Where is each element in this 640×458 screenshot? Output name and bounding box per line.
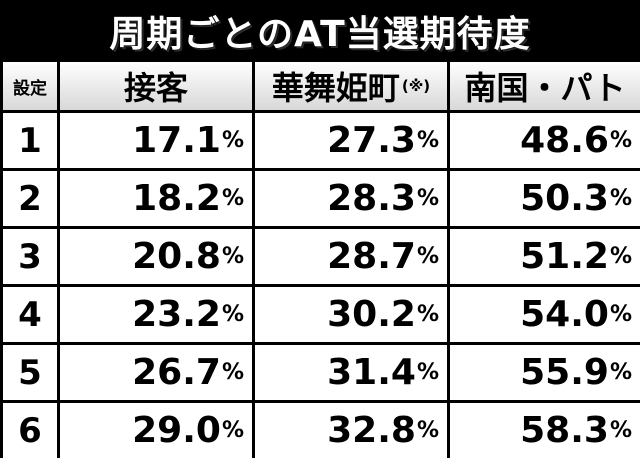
rate-cell: 26.7% bbox=[60, 345, 252, 400]
rate-unit: % bbox=[416, 186, 439, 211]
rate-cell: 30.2% bbox=[255, 287, 447, 342]
rate-cell: 58.3% bbox=[450, 403, 640, 458]
column-header: 南国・パト bbox=[450, 62, 640, 110]
setting-cell: 5 bbox=[3, 345, 57, 400]
rate-number: 54.0 bbox=[520, 294, 609, 335]
rate-cell: 17.1% bbox=[60, 113, 252, 168]
rate-unit: % bbox=[416, 418, 439, 443]
rate-cell: 48.6% bbox=[450, 113, 640, 168]
rate-unit: % bbox=[609, 302, 632, 327]
rate-unit: % bbox=[609, 186, 632, 211]
rate-number: 48.6 bbox=[520, 120, 609, 161]
rate-number: 28.3 bbox=[327, 178, 416, 219]
rate-cell: 55.9% bbox=[450, 345, 640, 400]
rate-unit: % bbox=[609, 244, 632, 269]
rate-number: 26.7 bbox=[132, 352, 221, 393]
rate-unit: % bbox=[416, 360, 439, 385]
rate-unit: % bbox=[221, 360, 244, 385]
rate-unit: % bbox=[221, 244, 244, 269]
rate-cell: 18.2% bbox=[60, 171, 252, 226]
column-header: 華舞姫町 (※) bbox=[255, 62, 447, 110]
rate-cell: 20.8% bbox=[60, 229, 252, 284]
rate-unit: % bbox=[416, 128, 439, 153]
rate-cell: 31.4% bbox=[255, 345, 447, 400]
rate-unit: % bbox=[416, 244, 439, 269]
rate-unit: % bbox=[221, 128, 244, 153]
column-header: 設定 bbox=[3, 62, 57, 110]
rate-cell: 28.7% bbox=[255, 229, 447, 284]
rate-unit: % bbox=[609, 418, 632, 443]
rate-cell: 50.3% bbox=[450, 171, 640, 226]
setting-cell: 3 bbox=[3, 229, 57, 284]
rate-cell: 54.0% bbox=[450, 287, 640, 342]
column-header-text: 華舞姫町 bbox=[271, 69, 400, 107]
rate-number: 17.1 bbox=[132, 120, 221, 161]
rate-number: 28.7 bbox=[327, 236, 416, 277]
rate-cell: 29.0% bbox=[60, 403, 252, 458]
rate-number: 20.8 bbox=[132, 236, 221, 277]
setting-cell: 1 bbox=[3, 113, 57, 168]
rate-unit: % bbox=[221, 186, 244, 211]
rate-number: 58.3 bbox=[520, 410, 609, 451]
rate-number: 18.2 bbox=[132, 178, 221, 219]
rate-number: 55.9 bbox=[520, 352, 609, 393]
column-header-text: 接客 bbox=[123, 69, 188, 107]
rate-number: 23.2 bbox=[132, 294, 221, 335]
rate-cell: 27.3% bbox=[255, 113, 447, 168]
rate-unit: % bbox=[221, 418, 244, 443]
rate-unit: % bbox=[416, 302, 439, 327]
rate-number: 30.2 bbox=[327, 294, 416, 335]
rate-cell: 23.2% bbox=[60, 287, 252, 342]
column-header-text: 南国・パト bbox=[464, 69, 626, 107]
rate-number: 31.4 bbox=[327, 352, 416, 393]
rate-unit: % bbox=[609, 128, 632, 153]
rate-cell: 32.8% bbox=[255, 403, 447, 458]
rate-number: 32.8 bbox=[327, 410, 416, 451]
rate-cell: 51.2% bbox=[450, 229, 640, 284]
setting-cell: 6 bbox=[3, 403, 57, 458]
rate-number: 29.0 bbox=[132, 410, 221, 451]
rate-unit: % bbox=[609, 360, 632, 385]
column-note: (※) bbox=[401, 77, 431, 95]
setting-cell: 2 bbox=[3, 171, 57, 226]
column-header: 接客 bbox=[60, 62, 252, 110]
rate-unit: % bbox=[221, 302, 244, 327]
rate-number: 50.3 bbox=[520, 178, 609, 219]
column-header-text: 設定 bbox=[13, 78, 47, 99]
rate-number: 51.2 bbox=[520, 236, 609, 277]
rate-number: 27.3 bbox=[327, 120, 416, 161]
setting-cell: 4 bbox=[3, 287, 57, 342]
rate-cell: 28.3% bbox=[255, 171, 447, 226]
title: 周期ごとのAT当選期待度 bbox=[109, 14, 531, 55]
table: 設定 接客 華舞姫町 (※) 南国・パト 1 17.1% 27.3% 48.6% 2 18.2% 28… bbox=[0, 62, 640, 458]
